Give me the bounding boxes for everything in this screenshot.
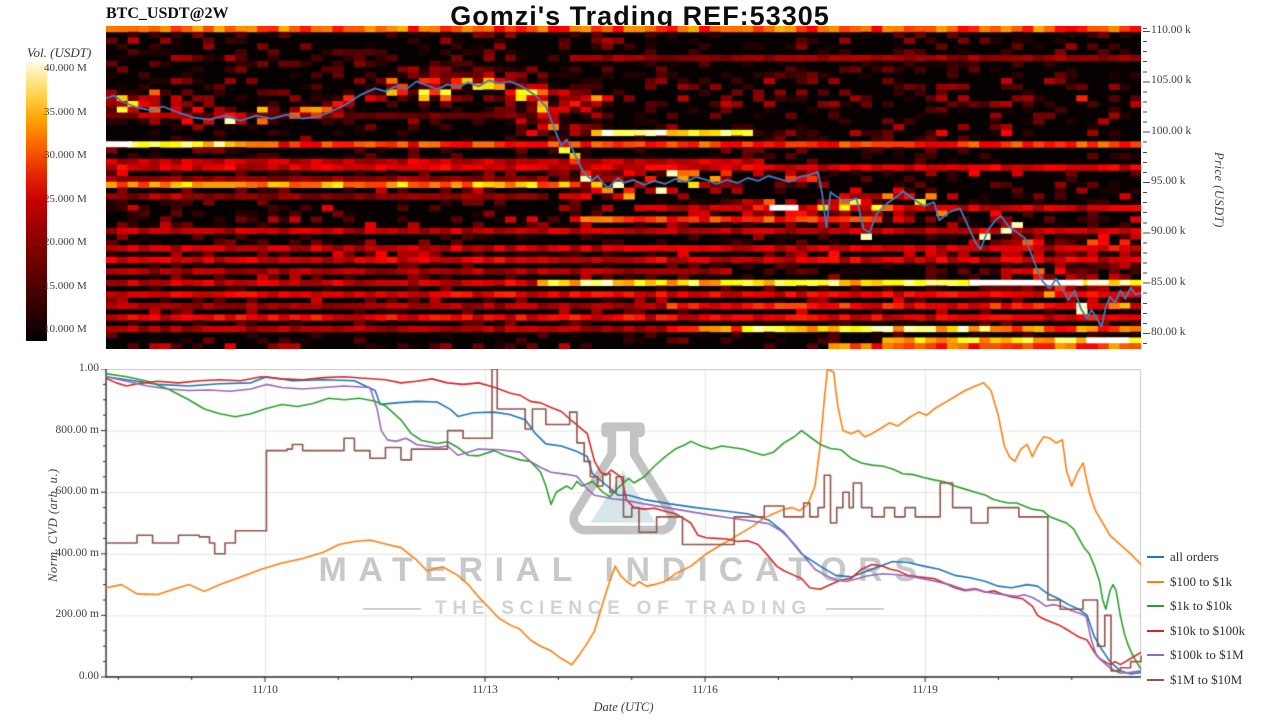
legend-label: all orders <box>1170 549 1219 564</box>
colorbar-tick: 20.000 M <box>44 236 87 248</box>
colorbar-tick: 15.000 M <box>44 279 87 292</box>
cvd-x-tick: 11/19 <box>912 684 938 696</box>
legend-item: $100k to $1M <box>1147 647 1245 663</box>
legend-swatch-1 <box>1147 580 1164 583</box>
price-tick: 100.00 k <box>1151 124 1192 137</box>
legend-item: all orders <box>1147 549 1245 565</box>
colorbar-tick: 10.000 M <box>44 323 87 335</box>
cvd-y-tick: 400.00 m <box>55 546 99 559</box>
colorbar-tick: 30.000 M <box>44 149 87 161</box>
price-tick: 110.00 k <box>1151 24 1191 36</box>
colorbar-tick: 40.000 M <box>44 62 87 74</box>
legend-label: $100k to $1M <box>1170 647 1244 663</box>
cvd-y-tick: 1.00 <box>78 362 99 374</box>
cvd-x-tick: 11/16 <box>692 684 718 696</box>
legend-label: $100 to $1k <box>1170 573 1233 589</box>
price-tick: 90.00 k <box>1151 225 1186 238</box>
price-axis-title: Price (USDT) <box>1212 152 1226 228</box>
price-tick: 80.00 k <box>1151 326 1186 338</box>
legend-swatch-0 <box>1147 556 1164 558</box>
legend-swatch-5 <box>1147 678 1164 681</box>
price-tick: 95.00 k <box>1151 175 1186 187</box>
volume-colorbar <box>26 62 47 341</box>
cvd-y-tick: 800.00 m <box>55 423 99 436</box>
legend-item: $1M to $10M <box>1147 672 1245 688</box>
price-axis-major-ticks <box>1143 25 1150 350</box>
legend-label: $1k to $10k <box>1170 598 1233 614</box>
legend-item: $10k to $100k <box>1147 623 1245 639</box>
cvd-x-tick: 11/13 <box>472 684 498 696</box>
colorbar-tick: 25.000 M <box>44 192 87 205</box>
legend-item: $100 to $1k <box>1147 574 1245 590</box>
cvd-y-tick: 200.00 m <box>55 608 99 621</box>
cvd-lines-canvas <box>98 369 1143 685</box>
legend-label: $10k to $100k <box>1170 622 1246 638</box>
liquidity-heatmap-canvas <box>106 26 1141 349</box>
cvd-x-tick: 11/10 <box>252 684 278 696</box>
legend: all orders $100 to $1k $1k to $10k $10k to … <box>1147 549 1245 697</box>
price-tick: 105.00 k <box>1151 74 1192 87</box>
symbol-label: BTC_USDT@2W <box>106 5 229 22</box>
cvd-y-axis-title: Norm. CVD (arb. u.) <box>46 468 60 582</box>
price-tick: 85.00 k <box>1151 275 1186 288</box>
legend-swatch-3 <box>1147 629 1164 632</box>
legend-label: $1M to $10M <box>1170 671 1243 687</box>
cvd-y-tick: 600.00 m <box>55 485 99 498</box>
legend-swatch-4 <box>1147 654 1164 657</box>
legend-item: $1k to $10k <box>1147 598 1245 614</box>
colorbar-title: Vol. (USDT) <box>27 45 92 60</box>
colorbar-tick: 35.000 M <box>44 105 87 118</box>
date-axis-title: Date (UTC) <box>593 700 654 714</box>
legend-swatch-2 <box>1147 605 1164 608</box>
cvd-y-tick: 0.00 <box>78 670 99 682</box>
